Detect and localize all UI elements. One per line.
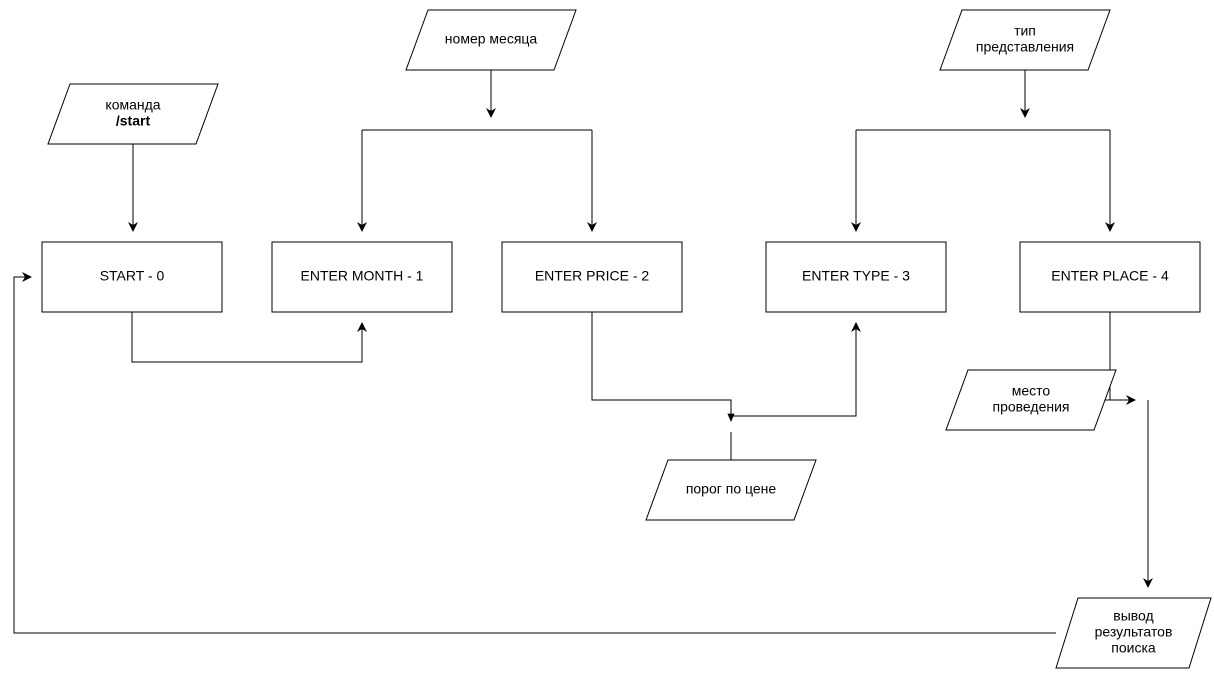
node-label-month1-0: ENTER MONTH - 1 — [301, 268, 424, 284]
node-output: выводрезультатовпоиска — [1056, 598, 1211, 668]
node-label-type3-0: ENTER TYPE - 3 — [802, 268, 910, 284]
node-type_repr: типпредставления — [940, 10, 1110, 70]
node-price2: ENTER PRICE - 2 — [502, 242, 682, 312]
node-month1: ENTER MONTH - 1 — [272, 242, 452, 312]
edge-e_output_loop — [14, 277, 1056, 633]
node-label-place-0: место — [1012, 383, 1051, 399]
node-label-output-0: вывод — [1113, 608, 1153, 624]
node-place: местопроведения — [946, 370, 1116, 430]
flowchart-diagram: команда/start номер месяца типпредставлени… — [0, 0, 1214, 693]
node-type3: ENTER TYPE - 3 — [766, 242, 946, 312]
edge-e_price2_type3 — [592, 312, 856, 416]
node-price_thresh: порог по цене — [646, 460, 816, 520]
edge-midarrow-e_price2_type3 — [727, 414, 734, 422]
node-label-cmd_start-0: команда — [105, 97, 160, 113]
node-place4: ENTER PLACE - 4 — [1020, 242, 1200, 312]
node-label-month_num-0: номер месяца — [445, 31, 538, 47]
node-label-place4-0: ENTER PLACE - 4 — [1051, 268, 1169, 284]
node-cmd_start: команда/start — [48, 84, 218, 144]
node-label-cmd_start-1: /start — [116, 113, 151, 129]
node-label-output-1: результатов — [1095, 624, 1173, 640]
node-start0: START - 0 — [42, 242, 222, 312]
node-label-price2-0: ENTER PRICE - 2 — [535, 268, 650, 284]
edge-e_start0_month1 — [132, 312, 362, 362]
node-label-place-1: проведения — [993, 399, 1070, 415]
node-label-type_repr-0: тип — [1014, 23, 1036, 39]
node-month_num: номер месяца — [406, 10, 576, 70]
node-label-price_thresh-0: порог по цене — [686, 481, 777, 497]
node-label-type_repr-1: представления — [976, 39, 1074, 55]
node-label-output-2: поиска — [1111, 640, 1156, 656]
node-label-start0-0: START - 0 — [100, 268, 165, 284]
